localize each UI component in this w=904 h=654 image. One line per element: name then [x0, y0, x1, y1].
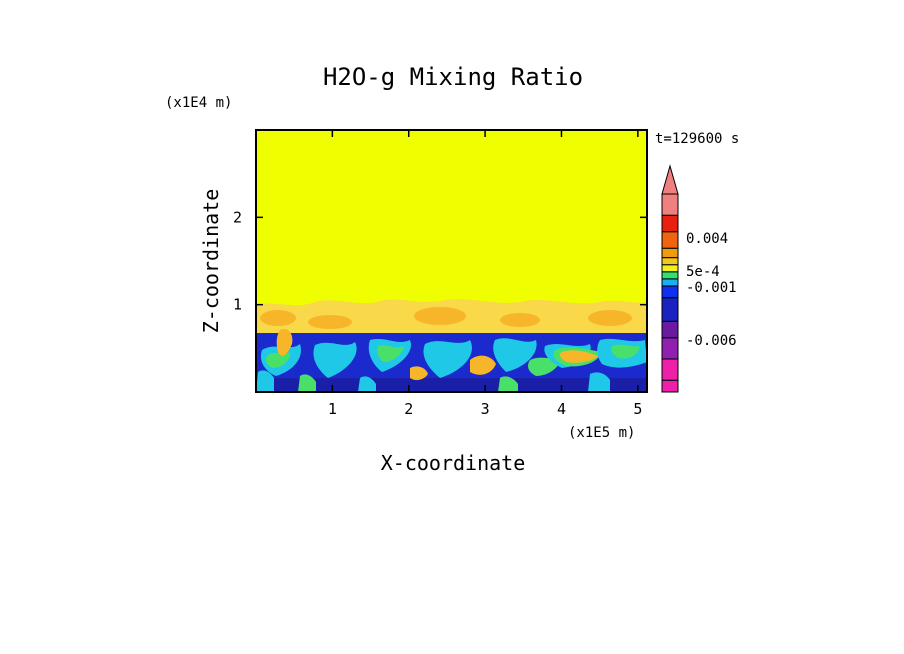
colorbar — [661, 164, 679, 393]
colorbar-label: 5e-4 — [686, 264, 720, 280]
colorbar-segment — [661, 297, 679, 322]
lower-blobs — [256, 328, 647, 392]
transition-blob — [414, 307, 466, 325]
orange-blob — [276, 328, 293, 356]
plot-frame — [255, 129, 648, 393]
x-tick-label: 2 — [404, 400, 413, 418]
green-filament — [265, 352, 290, 368]
x-scale-label: (x1E5 m) — [568, 425, 635, 441]
y-axis-label: Z-coordinate — [199, 189, 223, 334]
green-filament — [298, 374, 316, 392]
orange-blob — [559, 350, 598, 363]
cyan-filament — [423, 340, 472, 378]
orange-blob — [410, 366, 428, 381]
cyan-filament — [493, 338, 537, 372]
green-filament — [498, 376, 518, 392]
x-tick-label: 4 — [557, 400, 566, 418]
time-label: t=129600 s — [655, 131, 739, 147]
transition-blob — [308, 315, 352, 329]
colorbar-segment — [661, 247, 679, 259]
colorbar-segment — [661, 337, 679, 360]
colorbar-segment — [661, 193, 679, 216]
y-tick-label: 2 — [233, 208, 242, 226]
plot-area — [256, 130, 647, 392]
green-filament — [611, 344, 640, 359]
colorbar-segment — [661, 320, 679, 339]
cyan-filament — [256, 370, 274, 392]
colorbar-label: -0.001 — [686, 280, 737, 296]
transition-blob — [588, 310, 632, 326]
x-tick-label: 5 — [633, 400, 642, 418]
y-axis-ticks: 12 — [233, 208, 647, 314]
cyan-filament — [313, 342, 357, 378]
y-scale-label: (x1E4 m) — [165, 95, 232, 111]
colorbar-extend-arrow — [661, 164, 679, 195]
x-tick-label: 1 — [328, 400, 337, 418]
x-tick-label: 3 — [481, 400, 490, 418]
chart-title: H2O-g Mixing Ratio — [323, 63, 583, 91]
colorbar-segment — [661, 285, 679, 299]
cyan-filament — [358, 376, 376, 392]
transition-blob — [500, 313, 540, 327]
y-tick-label: 1 — [233, 296, 242, 314]
colorbar-label: -0.006 — [686, 333, 737, 349]
green-filament — [377, 345, 404, 362]
colorbar-segment — [661, 379, 679, 393]
colorbar-segment — [661, 231, 679, 249]
colorbar-segment — [661, 257, 679, 266]
colorbar-label: 0.004 — [686, 231, 728, 247]
orange-blob — [470, 355, 496, 375]
colorbar-labels: 0.004 5e-4 -0.001 -0.006 — [686, 231, 737, 349]
x-axis-label: X-coordinate — [381, 451, 526, 475]
colorbar-segment — [661, 278, 679, 287]
upper-region-field — [256, 130, 647, 310]
transition-blobs — [260, 307, 632, 329]
colorbar-segment — [661, 264, 679, 273]
transition-blob — [260, 310, 296, 326]
x-axis-ticks: 1 2 3 4 5 — [328, 130, 642, 418]
cyan-filament — [588, 372, 610, 392]
colorbar-segment — [661, 271, 679, 280]
colorbar-segment — [661, 214, 679, 233]
lower-region-base — [256, 378, 647, 392]
colorbar-segment — [661, 358, 679, 381]
